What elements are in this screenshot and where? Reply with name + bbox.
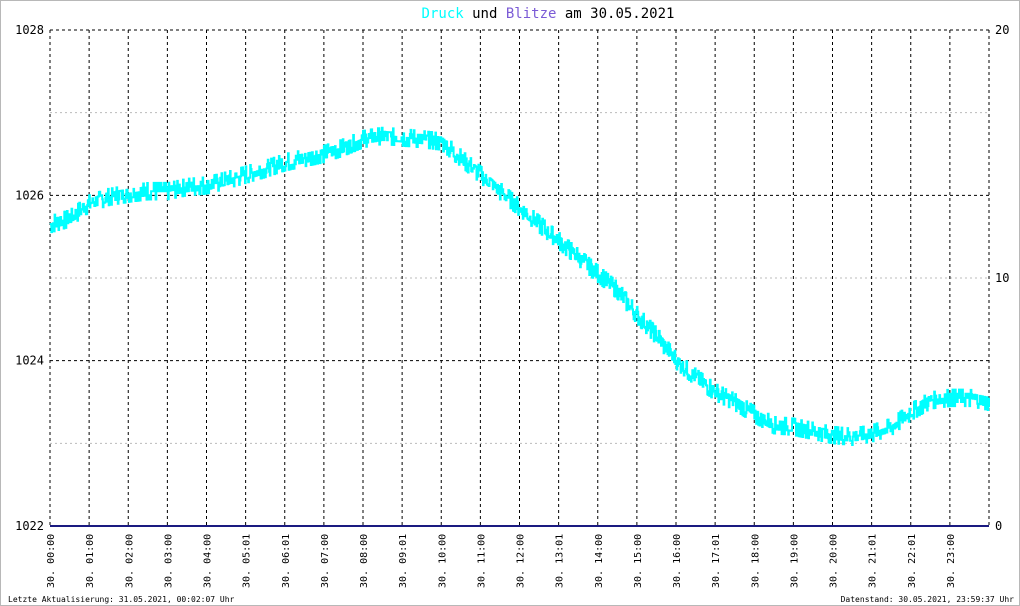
x-tick-label: 30. 04:00 (203, 534, 214, 588)
x-tick-label: 30. 16:00 (672, 534, 683, 588)
x-tick-label: 30. 13:01 (555, 534, 566, 588)
x-tick-label: 30. 22:01 (907, 534, 918, 588)
title-und: und (464, 6, 506, 22)
y-tick-label-right: 20 (995, 23, 1009, 37)
x-tick-label: 30. 07:00 (320, 534, 331, 588)
title-am: am (556, 6, 590, 22)
grid-lines (49, 29, 990, 526)
x-tick-label: 30. 09:01 (398, 534, 409, 588)
x-tick-label: 30. 06:01 (281, 534, 292, 588)
y-tick-label-left: 1022 (15, 519, 44, 533)
footer-right: Datenstand: 30.05.2021, 23:59:37 Uhr (841, 595, 1015, 604)
title-blitze: Blitze (506, 6, 557, 22)
title-druck: Druck (422, 6, 465, 22)
x-tick-label: 30. 00:00 (46, 534, 57, 588)
x-axis: 30. 00:00 30. 01:00 30. 02:00 30. 03:00 30. … (46, 534, 957, 588)
footer-left: Letzte Aktualisierung: 31.05.2021, 00:02… (8, 595, 235, 604)
x-tick-label: 30. 01:00 (85, 534, 96, 588)
x-tick-label: 30. 10:00 (437, 534, 448, 588)
series-layer (49, 126, 990, 446)
x-tick-label: 30. 08:00 (359, 534, 370, 588)
y-tick-label-right: 0 (995, 519, 1002, 533)
druck-series-line (49, 126, 990, 446)
x-tick-label: 30. 03:00 (163, 534, 174, 588)
y-tick-label-left: 1026 (15, 188, 44, 202)
y-axis-right: 0 10 20 (995, 23, 1009, 533)
x-tick-label: 30. 21:01 (868, 534, 879, 588)
x-tick-label: 30. 17:01 (711, 534, 722, 588)
x-tick-label: 30. 12:00 (516, 534, 527, 588)
x-tick-label: 30. 23:00 (946, 534, 957, 588)
x-tick-label: 30. 20:00 (829, 534, 840, 588)
x-tick-label: 30. 19:00 (789, 534, 800, 588)
x-tick-label: 30. 02:00 (124, 534, 135, 588)
title-date: 30.05.2021 (590, 6, 674, 22)
x-tick-label: 30. 05:01 (242, 534, 253, 588)
x-tick-label: 30. 14:00 (594, 534, 605, 588)
y-tick-label-right: 10 (995, 271, 1009, 285)
x-tick-label: 30. 15:00 (633, 534, 644, 588)
x-tick-label: 30. 18:00 (750, 534, 761, 588)
y-tick-label-left: 1028 (15, 23, 44, 37)
x-tick-label: 30. 11:00 (476, 534, 487, 588)
y-tick-label-left: 1024 (15, 354, 44, 368)
chart-title: Druck und Blitze am 30.05.2021 (422, 6, 675, 22)
y-axis-left: 1022 1024 1026 1028 (15, 23, 44, 533)
